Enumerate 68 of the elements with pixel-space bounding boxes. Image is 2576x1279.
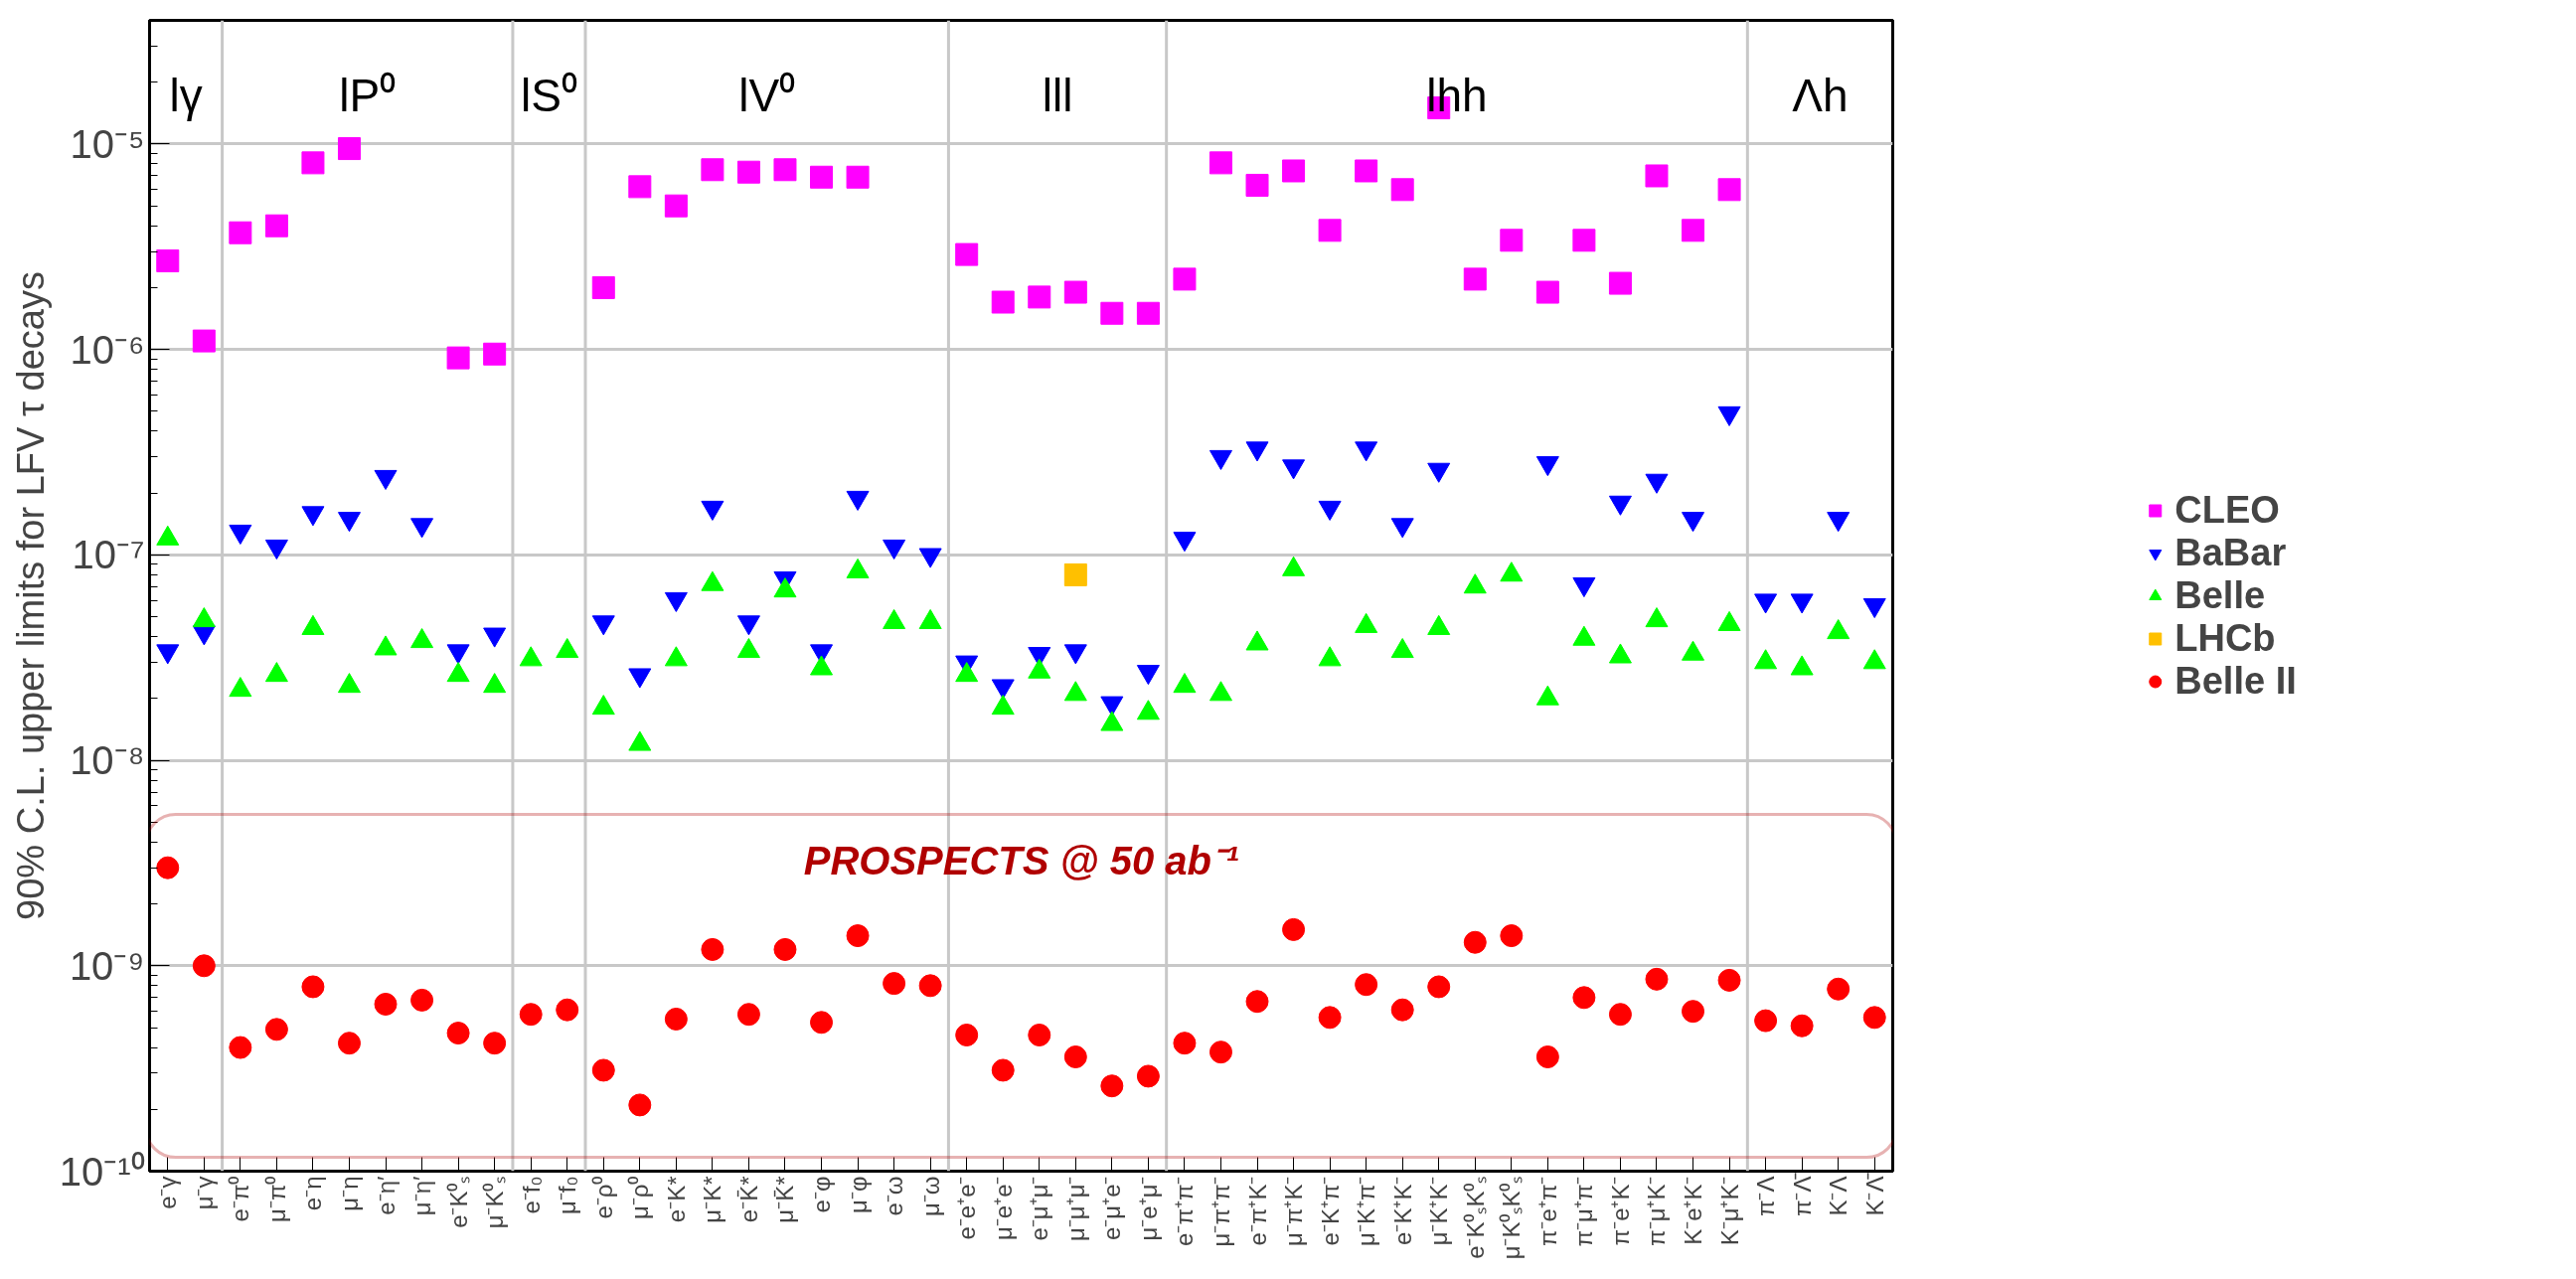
x-tick-label: μ⁻π⁰ (262, 1176, 290, 1222)
annotation: lV⁰ (738, 69, 796, 121)
x-tick-label: μ⁻K⁺K⁻ (1425, 1176, 1453, 1246)
x-tick-label: K⁻Λ̄ (1860, 1172, 1888, 1216)
annotation: lS⁰ (521, 69, 577, 121)
x-tick-label: e⁻K* (662, 1176, 690, 1223)
legend-label: BaBar (2174, 531, 2287, 574)
x-tick-label: μ⁻π⁺K⁻ (1280, 1176, 1308, 1246)
x-tick-label: π⁻μ⁺K⁻ (1643, 1176, 1671, 1246)
x-tick-label: e⁻K⁰ₛ (444, 1176, 472, 1228)
x-tick-label: e⁻μ⁺μ⁻ (1026, 1176, 1053, 1241)
x-tick-label: e⁻π⁰ (227, 1176, 254, 1222)
x-tick-label: e⁻K⁺K⁻ (1388, 1176, 1416, 1245)
legend-label: Belle (2174, 573, 2266, 617)
x-tick-label: μ⁻K* (699, 1176, 726, 1223)
x-tick-label: π⁻μ⁺π⁻ (1570, 1176, 1598, 1247)
x-tick-label: e⁻π⁺K⁻ (1243, 1176, 1271, 1246)
x-tick-label: μ⁻f₀ (554, 1176, 581, 1214)
x-tick-label: e⁻η′ (372, 1176, 400, 1215)
y-tick-label: 10⁻⁶ (70, 327, 145, 372)
annotation: lhh (1426, 69, 1488, 121)
x-tick-label: K⁻Λ (1825, 1176, 1852, 1216)
x-tick-label: μ⁻K⁰ₛK⁰ₛ (1498, 1176, 1526, 1260)
x-tick-label: e⁻ω (881, 1176, 908, 1216)
x-tick-label: μ⁻ω (916, 1176, 944, 1217)
legend-label: Belle II (2174, 659, 2297, 703)
x-tick-label: e⁻ρ⁰ (589, 1176, 617, 1219)
y-axis-title: 90% C.L. upper limits for LFV τ decays (9, 271, 52, 920)
x-tick-label: μ⁻K̄* (771, 1176, 799, 1223)
x-tick-label: π⁻e⁺π⁻ (1533, 1176, 1561, 1246)
x-tick-label: μ⁻η′ (408, 1176, 436, 1216)
legend-label: LHCb (2174, 616, 2276, 660)
y-tick-label: 10⁻⁸ (70, 738, 145, 783)
x-tick-label: e⁻f₀ (517, 1176, 545, 1214)
x-tick-label: μ⁻π⁺π⁻ (1207, 1176, 1234, 1247)
x-tick-label: e⁻γ (154, 1176, 182, 1209)
x-tick-label: e⁻μ⁺e⁻ (1098, 1176, 1126, 1241)
x-tick-label: μ⁻γ (190, 1176, 218, 1210)
x-tick-label: e⁻e⁺e⁻ (953, 1176, 981, 1240)
x-tick-label: π⁻Λ̄ (1788, 1172, 1816, 1217)
x-tick-label: μ⁻e⁺e⁻ (989, 1176, 1017, 1241)
annotation: PROSPECTS @ 50 ab⁻¹ (803, 838, 1239, 882)
x-tick-label: μ⁻K⁰ₛ (481, 1176, 509, 1229)
legend-label: CLEO (2174, 488, 2280, 532)
x-tick-label: e⁻K̄* (734, 1176, 762, 1223)
x-tick-label: μ⁻K⁺π⁻ (1353, 1176, 1380, 1246)
x-tick-label: e⁻φ (808, 1176, 836, 1213)
x-tick-label: π⁻Λ (1752, 1176, 1780, 1217)
x-tick-label: e⁻K⁰ₛK⁰ₛ (1461, 1176, 1489, 1259)
annotation: lP⁰ (339, 69, 397, 121)
x-tick-label: μ⁻η (335, 1176, 363, 1211)
x-tick-label: μ⁻μ⁺μ⁻ (1061, 1176, 1089, 1241)
x-tick-label: μ⁻e⁺μ⁻ (1134, 1176, 1162, 1241)
x-tick-label: e⁻η (299, 1176, 327, 1211)
y-tick-label: 10⁻⁵ (70, 121, 145, 166)
annotation: lγ (169, 69, 203, 121)
y-tick-label: 10⁻⁹ (69, 943, 145, 988)
annotation: lll (1042, 69, 1073, 121)
y-tick-label: 10⁻⁷ (72, 533, 145, 577)
x-tick-label: K⁻μ⁺K⁻ (1715, 1176, 1743, 1246)
y-tick-label: 10⁻¹⁰ (59, 1149, 145, 1194)
x-tick-label: π⁻e⁺K⁻ (1606, 1176, 1634, 1246)
x-tick-label: μ⁻ρ⁰ (626, 1176, 654, 1219)
x-tick-label: e⁻π⁺π⁻ (1171, 1176, 1199, 1246)
x-tick-label: K⁻e⁺K⁻ (1680, 1176, 1707, 1245)
annotation: Λh (1792, 69, 1849, 121)
x-tick-label: e⁻K⁺π⁻ (1316, 1176, 1344, 1246)
x-tick-label: μ⁻φ (844, 1176, 872, 1213)
